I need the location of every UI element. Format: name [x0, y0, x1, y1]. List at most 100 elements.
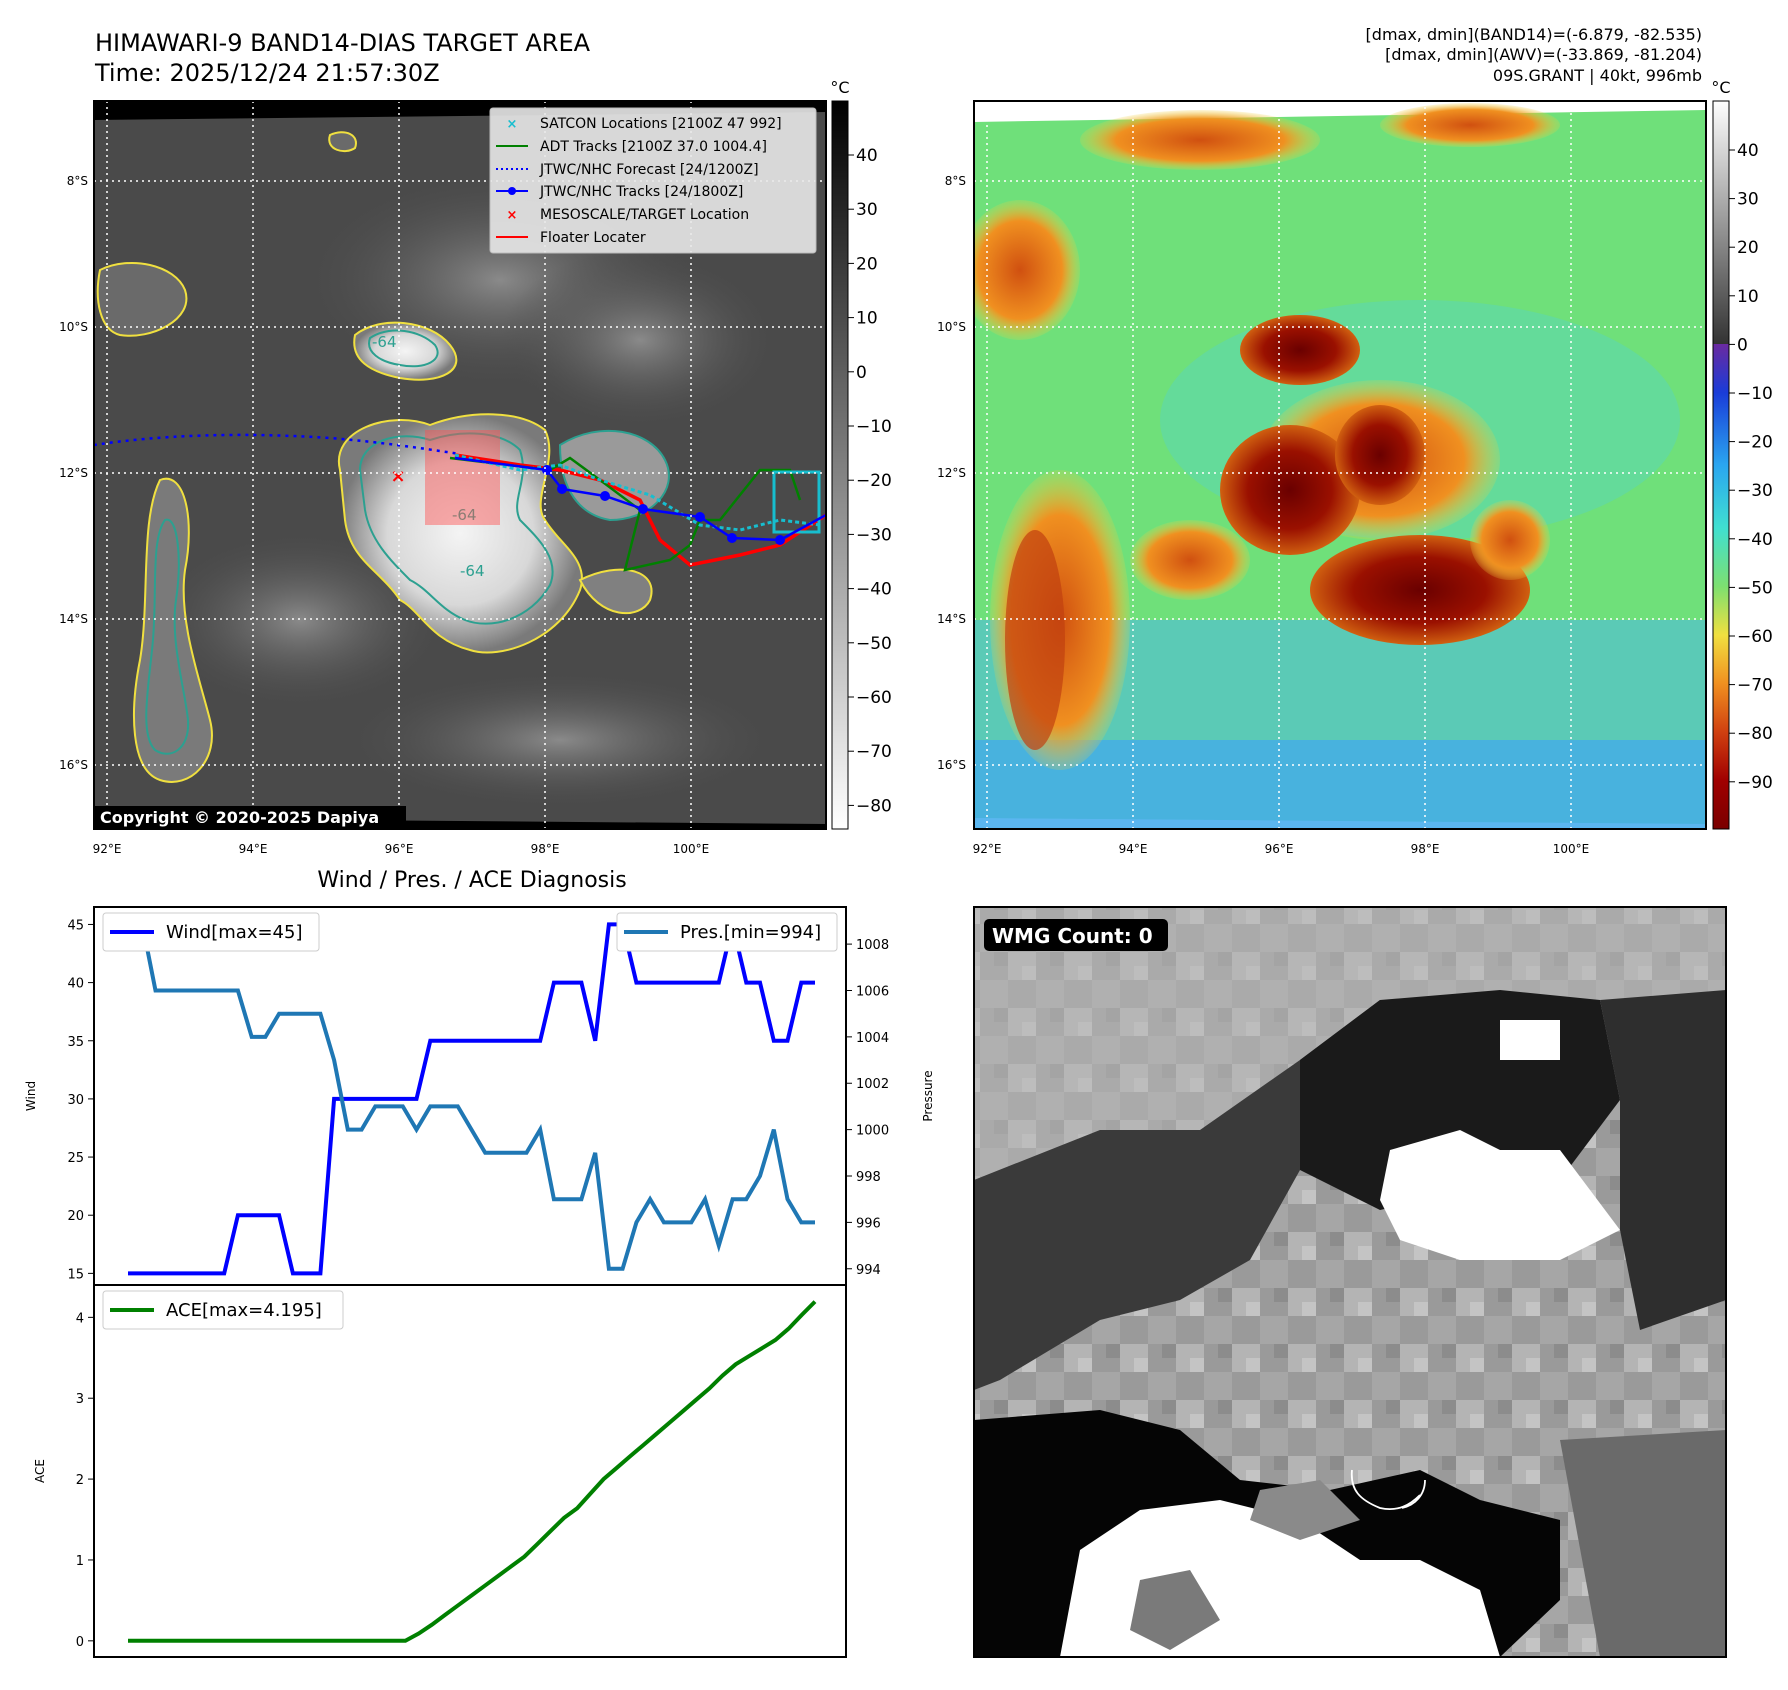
pres-tick-label: 994	[856, 1263, 881, 1278]
ir-cbar-tick: −50	[856, 634, 892, 654]
lat-label: 8°S	[945, 174, 966, 188]
legend-target-label: MESOSCALE/TARGET Location	[540, 207, 749, 223]
awv-cbar-tick: −80	[1737, 724, 1773, 744]
wind-tick-label: 40	[67, 977, 84, 992]
awv-map-frame	[973, 100, 1707, 830]
wind-pres-axes-frame	[93, 906, 847, 1286]
ace-tick-label: 3	[76, 1392, 84, 1407]
lon-label: 96°E	[1265, 842, 1294, 856]
wind-legend: Wind[max=45]	[102, 912, 320, 952]
wind-tick-label: 35	[67, 1035, 84, 1050]
awv-cbar-tick: −40	[1737, 530, 1773, 550]
lat-label: 16°S	[937, 758, 966, 772]
awv-colorbar: °C 40 30 20 10 0 −10 −20 −30 −40 −50 −60 −70 −80 −90	[1711, 78, 1773, 830]
awv-map-gridlines	[974, 101, 1706, 829]
copyright-text: Copyright © 2020-2025 Dapiya	[100, 808, 379, 827]
ir-lon-labels: 92°E 94°E 96°E 98°E 100°E	[93, 842, 710, 856]
lat-label: 14°S	[59, 612, 88, 626]
wind-tick-label: 30	[67, 1093, 84, 1108]
target-area-box	[425, 430, 500, 525]
awv-lon-labels: 92°E 94°E 96°E 98°E 100°E	[973, 842, 1590, 856]
legend-target-icon: ×	[507, 208, 518, 223]
wind-tick-label: 20	[67, 1209, 84, 1224]
pres-tick-label: 1006	[856, 984, 889, 999]
ir-map-panel: -64 -64 -64 ×	[59, 78, 892, 856]
lat-label: 12°S	[937, 466, 966, 480]
lon-label: 100°E	[1553, 842, 1590, 856]
ir-cbar-tick: −40	[856, 580, 892, 600]
lat-label: 12°S	[59, 466, 88, 480]
wind-tick-label: 15	[67, 1267, 84, 1282]
awv-cbar-tick: −10	[1737, 384, 1773, 404]
ace-axis-label: ACE	[33, 1459, 47, 1483]
wmg-panel: WMG Count: 0	[973, 906, 1727, 1658]
ir-cbar-tick: −20	[856, 471, 892, 491]
title-line-1: HIMAWARI-9 BAND14-DIAS TARGET AREA	[95, 29, 591, 57]
ace-axis-ticks: 4 3 2 1 0	[76, 1311, 94, 1650]
pres-legend-label: Pres.[min=994]	[680, 922, 821, 943]
awv-cbar-tick: −20	[1737, 433, 1773, 453]
lat-label: 10°S	[937, 320, 966, 334]
awv-map-panel: 8°S 10°S 12°S 14°S 16°S 92°E 94°E 96°E 9…	[937, 78, 1773, 856]
wind-tick-label: 45	[67, 918, 84, 933]
awv-cbar-tick: −70	[1737, 676, 1773, 696]
awv-cbar-tick: 0	[1737, 335, 1748, 355]
ir-cbar-tick: −30	[856, 525, 892, 545]
pres-tick-label: 1000	[856, 1124, 889, 1139]
lat-label: 8°S	[67, 174, 88, 188]
ace-tick-label: 2	[76, 1473, 84, 1488]
legend-adt-label: ADT Tracks [2100Z 37.0 1004.4]	[540, 139, 767, 155]
ace-tick-label: 4	[76, 1311, 84, 1326]
ace-legend-label: ACE[max=4.195]	[166, 1300, 322, 1321]
pres-tick-label: 998	[856, 1170, 881, 1185]
pressure-series-line	[128, 918, 815, 1271]
wind-tick-label: 25	[67, 1151, 84, 1166]
pres-tick-label: 1008	[856, 938, 889, 953]
lon-label: 98°E	[531, 842, 560, 856]
ir-cbar-tick: 10	[856, 309, 878, 329]
contour-label-2: -64	[452, 506, 477, 524]
lon-label: 96°E	[385, 842, 414, 856]
pres-legend: Pres.[min=994]	[616, 912, 838, 952]
wind-axis-ticks: 45 40 35 30 25 20 15	[67, 918, 94, 1282]
awv-cbar-tick: −60	[1737, 627, 1773, 647]
title-line-2: Time: 2025/12/24 21:57:30Z	[94, 59, 440, 87]
info-line-1: [dmax, dmin](BAND14)=(-6.879, -82.535)	[1366, 25, 1702, 44]
ir-cbar-tick: −60	[856, 688, 892, 708]
ir-cbar-tick: −70	[856, 742, 892, 762]
awv-lat-labels: 8°S 10°S 12°S 14°S 16°S	[937, 174, 966, 772]
awv-cbar-unit: °C	[1711, 78, 1730, 97]
ace-axes-frame	[93, 1284, 847, 1658]
wind-legend-label: Wind[max=45]	[166, 922, 303, 943]
wind-axis-label: Wind	[24, 1081, 38, 1111]
wmg-count-label: WMG Count: 0	[992, 924, 1153, 948]
ir-cbar-tick: 30	[856, 200, 878, 220]
ir-map-gridlines	[94, 101, 826, 829]
ace-legend: ACE[max=4.195]	[102, 1290, 344, 1330]
awv-cbar-ticks: 40 30 20 10 0 −10 −20 −30 −40 −50 −60 −70 −80 −90	[1729, 141, 1773, 793]
ace-tick-label: 1	[76, 1554, 84, 1569]
copyright-box	[94, 806, 406, 830]
legend-satcon-label: SATCON Locations [2100Z 47 992]	[540, 116, 782, 132]
diagnosis-title: Wind / Pres. / ACE Diagnosis	[317, 868, 626, 893]
legend-jtwc-forecast-label: JTWC/NHC Forecast [24/1200Z]	[539, 162, 759, 178]
awv-moisture-features	[974, 103, 1560, 770]
contour-label-3: -64	[460, 562, 485, 580]
adt-track	[449, 456, 802, 572]
ir-cloud-clusters	[96, 131, 670, 783]
lon-label: 94°E	[239, 842, 268, 856]
lon-label: 94°E	[1119, 842, 1148, 856]
ir-cbar-tick: 40	[856, 146, 878, 166]
jtwc-forecast-track	[94, 433, 461, 456]
ir-cbar-tick: 0	[856, 363, 867, 383]
legend-jtwc-tracks-label: JTWC/NHC Tracks [24/1800Z]	[539, 184, 743, 200]
pres-tick-label: 1002	[856, 1077, 889, 1092]
ir-cbar-tick: −10	[856, 417, 892, 437]
wind-series-line	[128, 922, 815, 1276]
pres-axis-label: Pressure	[921, 1070, 935, 1121]
lon-label: 92°E	[973, 842, 1002, 856]
contour-label-1: -64	[372, 333, 397, 351]
lon-label: 98°E	[1411, 842, 1440, 856]
ir-map-legend: × SATCON Locations [2100Z 47 992] ADT Tr…	[489, 107, 817, 254]
